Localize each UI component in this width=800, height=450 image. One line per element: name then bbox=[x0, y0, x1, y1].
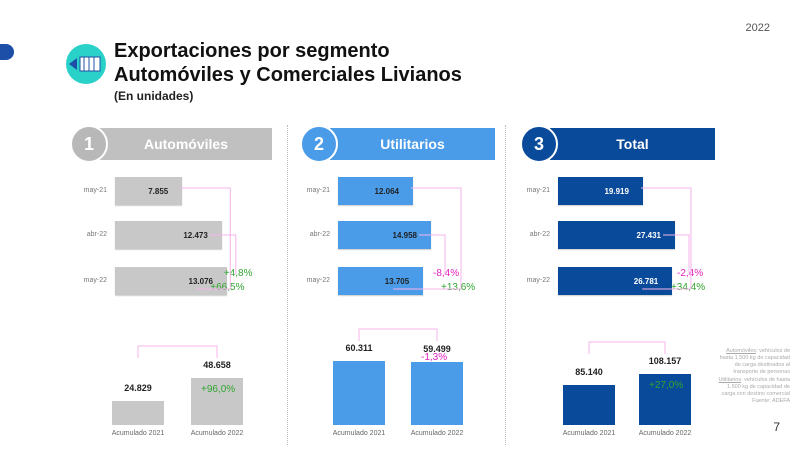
side-tab bbox=[0, 44, 14, 60]
connector-year bbox=[640, 187, 692, 290]
row-label: abr-22 bbox=[529, 231, 550, 238]
var-year: +34,4% bbox=[670, 282, 706, 293]
bar-value: 14.958 bbox=[392, 230, 417, 240]
note-autos-def: : vehículos de hasta 1.500 kg de capacid… bbox=[719, 348, 790, 376]
row-label: may-21 bbox=[83, 187, 107, 194]
bar: 26.781 bbox=[558, 267, 673, 295]
bar: 13.705 bbox=[338, 267, 424, 295]
bar: 19.919 bbox=[558, 177, 643, 205]
page-subtitle: (En unidades) bbox=[114, 89, 194, 103]
accum-bar bbox=[639, 374, 691, 425]
bar: 12.064 bbox=[338, 177, 413, 205]
accum-variation: -1,3% bbox=[421, 351, 448, 363]
bar-value: 13.705 bbox=[384, 276, 410, 286]
accum-label: Acumulado 2022 bbox=[410, 430, 464, 437]
connector-month bbox=[663, 234, 690, 275]
accum-label: Acumulado 2022 bbox=[190, 430, 244, 437]
accum-label: Acumulado 2021 bbox=[332, 430, 386, 437]
panel-number-badge: 2 bbox=[300, 125, 338, 163]
bar-value: 26.781 bbox=[633, 276, 659, 286]
accum-bar bbox=[411, 361, 463, 425]
footnotes: Automóviles: vehículos de hasta 1.500 kg… bbox=[715, 348, 790, 405]
panel-number-badge: 3 bbox=[520, 125, 558, 163]
row-label: may-22 bbox=[306, 277, 330, 284]
panel-number-badge: 1 bbox=[70, 125, 108, 163]
connector-year bbox=[393, 187, 462, 290]
bar: 27.431 bbox=[558, 221, 675, 249]
panel-header-1: Automóviles bbox=[100, 128, 272, 160]
page-title-line2: Automóviles y Comerciales Livianos bbox=[114, 64, 462, 86]
accum-value: 85.140 bbox=[575, 366, 603, 377]
note-util-term: Utilitarios bbox=[718, 376, 742, 383]
note-util-def: : vehículos de hasta 1.500 kg de capacid… bbox=[721, 376, 790, 397]
row-label: abr-22 bbox=[86, 231, 107, 238]
accum-variation: +27,0% bbox=[649, 380, 684, 391]
divider bbox=[287, 125, 288, 445]
note-autos-term: Automóviles bbox=[726, 348, 757, 354]
var-month: -2,4% bbox=[677, 268, 704, 279]
accum-value: 108.157 bbox=[648, 356, 682, 366]
connector-year bbox=[180, 187, 231, 290]
connector-accum bbox=[358, 328, 438, 341]
connector-accum bbox=[588, 341, 666, 354]
bar-value: 7.855 bbox=[148, 186, 169, 196]
page-number: 7 bbox=[773, 420, 780, 434]
export-container-icon bbox=[66, 44, 106, 84]
var-year: +13,6% bbox=[441, 282, 476, 293]
bar-value: 12.473 bbox=[183, 230, 208, 240]
bar-value: 13.076 bbox=[188, 276, 213, 286]
var-month: +4,8% bbox=[223, 268, 253, 279]
divider bbox=[505, 125, 506, 445]
accum-value: 24.829 bbox=[124, 383, 152, 394]
accum-value: 48.658 bbox=[203, 360, 231, 370]
note-source: Fuente: ADEFA bbox=[752, 397, 790, 404]
row-label: may-21 bbox=[526, 187, 550, 194]
connector-month bbox=[419, 234, 446, 275]
page-title-line1: Exportaciones por segmento bbox=[114, 40, 390, 62]
bar: 14.958 bbox=[338, 221, 431, 249]
row-label: abr-22 bbox=[309, 231, 330, 238]
var-year: +66,5% bbox=[210, 282, 245, 293]
accum-bar bbox=[563, 384, 615, 425]
panel-header-3: Total bbox=[550, 128, 715, 160]
row-label: may-21 bbox=[306, 187, 330, 194]
accum-label: Acumulado 2021 bbox=[562, 430, 616, 437]
bar-value: 27.431 bbox=[636, 230, 661, 240]
accum-bar bbox=[333, 361, 385, 425]
accum-label: Acumulado 2021 bbox=[111, 430, 165, 437]
accum-value: 59.499 bbox=[423, 343, 451, 354]
accum-bar bbox=[191, 378, 243, 425]
bar: 12.473 bbox=[115, 221, 222, 249]
row-label: may-22 bbox=[83, 277, 107, 284]
row-label: may-22 bbox=[526, 277, 550, 284]
var-month: -8,4% bbox=[433, 268, 460, 279]
bar-value: 19.919 bbox=[604, 186, 629, 196]
accum-label: Acumulado 2022 bbox=[638, 430, 692, 437]
connector-accum bbox=[137, 345, 218, 358]
connector-month bbox=[209, 234, 237, 275]
accum-variation: +96,0% bbox=[201, 384, 236, 395]
panel-header-2: Utilitarios bbox=[330, 128, 495, 160]
bar: 7.855 bbox=[115, 177, 183, 205]
bar: 13.076 bbox=[115, 267, 227, 295]
accum-value: 60.311 bbox=[345, 343, 373, 353]
accum-bar bbox=[112, 401, 164, 425]
bar-value: 12.064 bbox=[374, 186, 399, 196]
year-label: 2022 bbox=[745, 22, 770, 34]
